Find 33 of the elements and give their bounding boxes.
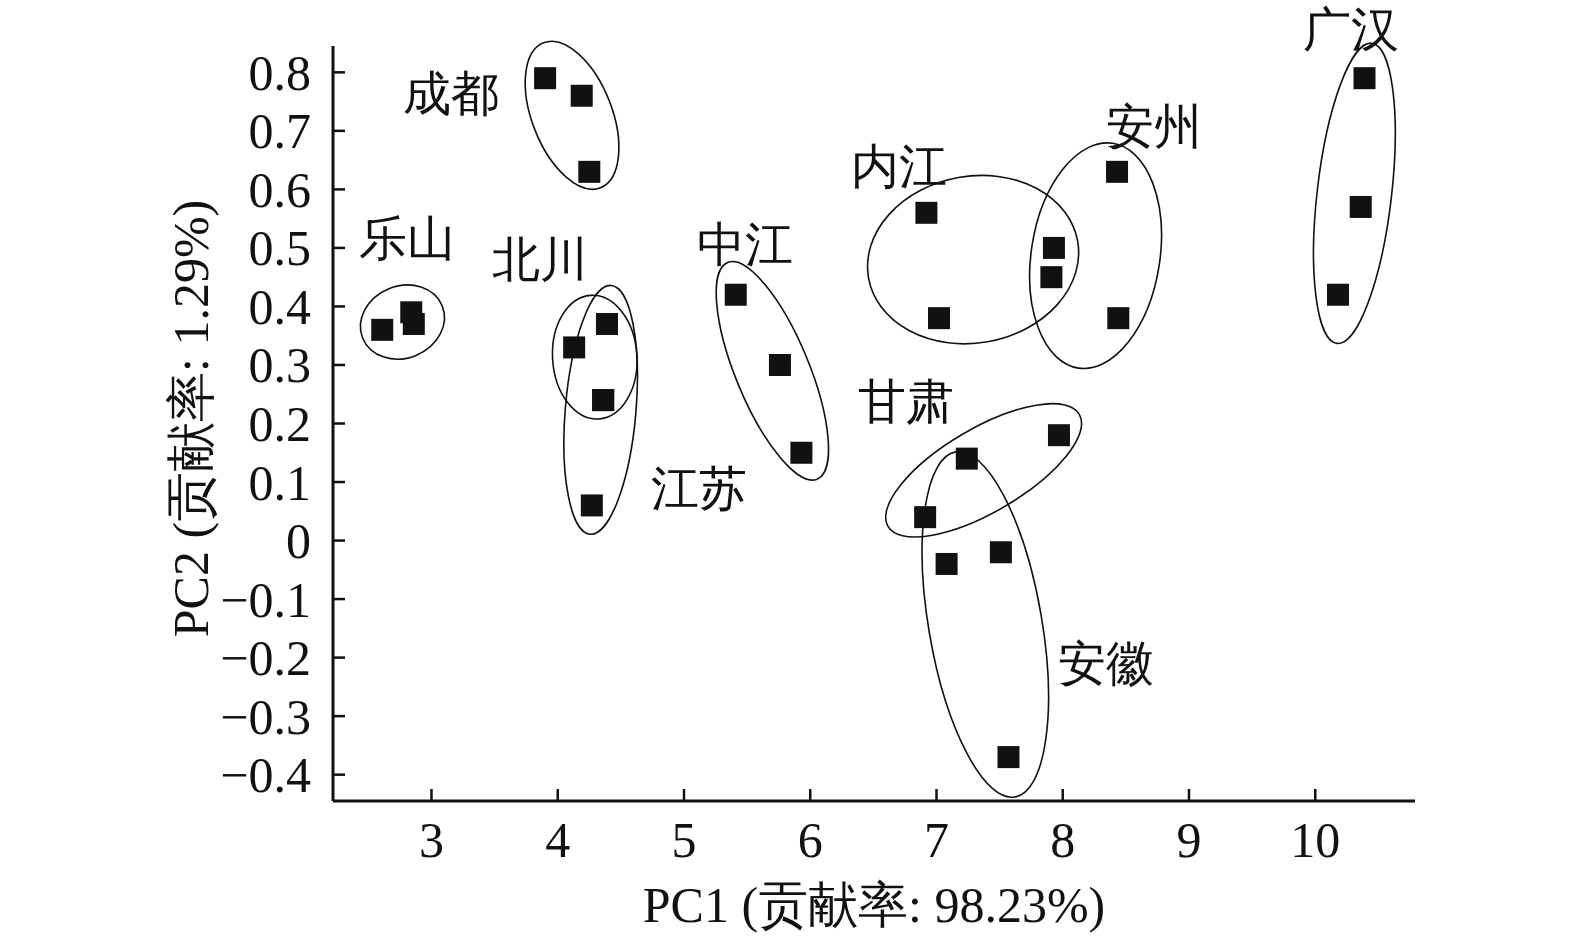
x-tick-label: 5: [671, 812, 697, 868]
series-label: 成都: [403, 66, 500, 120]
y-tick-label: 0.8: [248, 44, 311, 101]
series-label: 安州: [1105, 99, 1202, 153]
x-tick-label: 8: [1050, 812, 1076, 868]
series-label: 广汉: [1303, 2, 1400, 56]
series-label: 内江: [851, 139, 948, 193]
y-tick-label: 0.1: [248, 454, 311, 511]
y-tick-label: 0.2: [248, 396, 311, 452]
series-label: 中江: [697, 217, 794, 271]
y-tick-label: 0.3: [248, 337, 311, 394]
y-tick-label: 0.7: [248, 103, 311, 160]
x-axis-title: PC1 (贡献率: 98.23%): [642, 877, 1106, 933]
y-tick-label: 0: [286, 513, 311, 570]
y-tick-label: −0.1: [220, 571, 311, 628]
y-tick-label: 0.5: [248, 220, 311, 277]
x-tick-label: 10: [1290, 812, 1341, 868]
series-label: 北川: [491, 232, 588, 286]
x-tick-label: 4: [545, 812, 571, 868]
y-tick-label: −0.3: [220, 688, 311, 745]
series-label: 乐山: [359, 211, 456, 265]
series-label: 江苏: [650, 461, 747, 515]
x-tick-label: 6: [797, 812, 823, 868]
x-tick-label: 3: [418, 812, 444, 868]
x-tick-label: 9: [1176, 812, 1202, 868]
y-axis-title: PC2 (贡献率: 1.29%): [163, 199, 219, 638]
series-label: 安徽: [1058, 636, 1155, 690]
y-tick-label: 0.6: [248, 161, 311, 218]
series-label: 甘肃: [857, 374, 954, 428]
y-tick-label: −0.4: [220, 747, 311, 804]
x-tick-label: 7: [924, 812, 949, 868]
y-tick-label: −0.2: [220, 630, 311, 687]
y-tick-label: 0.4: [248, 278, 311, 335]
